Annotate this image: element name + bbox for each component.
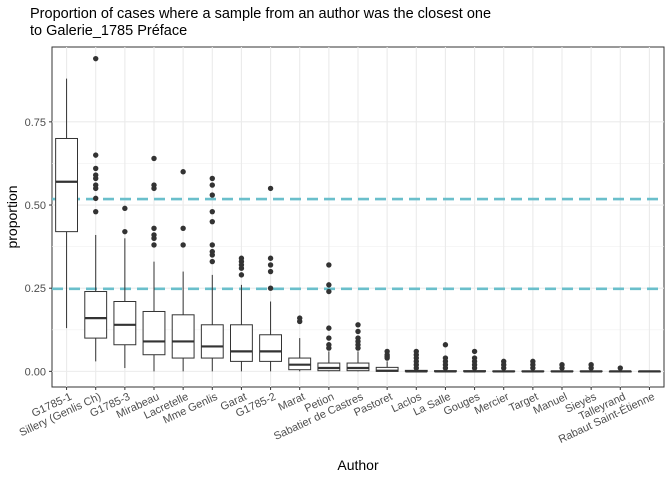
chart-title: Proportion of cases where a sample from … [30, 6, 650, 40]
outlier-point [267, 268, 274, 275]
box-1 [55, 78, 78, 329]
y-axis: 0.00 0.25 0.50 0.75 [25, 117, 52, 378]
box-16 [492, 358, 516, 373]
y-tick-label: 0.75 [25, 117, 46, 129]
boxes [55, 55, 661, 373]
outlier-point [238, 265, 245, 271]
outlier-point [209, 258, 215, 265]
outlier-point [355, 328, 361, 335]
outlier-point [413, 365, 419, 371]
outlier-point [93, 185, 99, 192]
outlier-point [588, 365, 594, 371]
outlier-point [93, 55, 99, 62]
outlier-point [559, 365, 565, 371]
outlier-point [326, 282, 332, 288]
box-iqr [200, 324, 224, 359]
box-7 [230, 255, 253, 372]
outlier-point [530, 365, 536, 371]
box-15 [463, 348, 486, 373]
box-11 [346, 322, 370, 372]
box-21 [638, 370, 661, 373]
box-14 [434, 342, 457, 373]
outlier-point [355, 322, 361, 328]
box-iqr [171, 314, 195, 359]
outlier-point [355, 345, 361, 351]
outlier-point [122, 228, 128, 235]
box-10 [317, 262, 341, 372]
box-6 [200, 175, 224, 372]
box-iqr [317, 362, 341, 372]
outlier-point [180, 225, 186, 232]
y-tick-label: 0.25 [25, 283, 46, 295]
chart-title-line-1: Proportion of cases where a sample from … [30, 6, 492, 22]
outlier-point [471, 365, 478, 371]
outlier-point [238, 272, 245, 278]
outlier-point [501, 365, 507, 371]
outlier-point [297, 318, 303, 325]
outlier-point [442, 365, 449, 371]
outlier-point [384, 355, 390, 361]
x-tick-label: Marat [276, 391, 307, 414]
box-3 [113, 205, 137, 369]
outlier-point [93, 195, 99, 202]
outlier-point [442, 342, 449, 348]
box-19 [579, 362, 603, 373]
outlier-point [209, 182, 215, 188]
outlier-point [209, 192, 215, 198]
outlier-point [151, 155, 157, 162]
outlier-point [326, 288, 332, 295]
box-9 [288, 315, 312, 372]
box-iqr [346, 362, 370, 372]
outlier-point [209, 218, 215, 225]
outlier-point [93, 208, 99, 215]
y-tick-label: 0.00 [25, 366, 46, 378]
outlier-point [209, 208, 215, 215]
chart-title-line-2: to Galerie_1785 Préface [30, 23, 188, 39]
outlier-point [326, 335, 332, 341]
outlier-point [151, 225, 157, 232]
box-iqr [142, 310, 166, 356]
outlier-point [93, 175, 99, 182]
box-iqr [259, 334, 282, 362]
outlier-point [326, 325, 332, 331]
outlier-point [209, 242, 215, 248]
box-iqr [113, 301, 137, 346]
box-17 [521, 358, 545, 373]
outlier-point [326, 345, 332, 351]
x-axis-title: Author [337, 457, 379, 473]
outlier-point [151, 235, 157, 241]
y-tick-label: 0.50 [25, 200, 46, 212]
box-12 [375, 348, 399, 372]
y-axis-title: proportion [4, 185, 20, 248]
box-iqr [230, 324, 253, 362]
outlier-point [93, 152, 99, 158]
box-5 [171, 169, 195, 372]
outlier-point [267, 262, 274, 268]
box-8 [259, 185, 282, 372]
box-4 [142, 155, 166, 372]
outlier-point [151, 242, 157, 248]
outlier-point [326, 262, 332, 268]
outlier-point [209, 252, 215, 258]
outlier-point [180, 242, 186, 248]
box-iqr [84, 291, 108, 339]
outlier-point [151, 185, 157, 192]
box-18 [550, 362, 574, 373]
outlier-point [122, 205, 128, 212]
outlier-point [471, 348, 478, 355]
outlier-point [93, 165, 99, 172]
box-2 [84, 55, 108, 362]
box-20 [608, 365, 632, 373]
outlier-point [267, 185, 274, 192]
outlier-point [209, 175, 215, 182]
outlier-point [617, 365, 623, 371]
outlier-point [267, 285, 274, 291]
box-13 [404, 348, 428, 373]
outlier-point [180, 169, 186, 175]
outlier-point [267, 255, 274, 261]
box-iqr [55, 137, 78, 233]
